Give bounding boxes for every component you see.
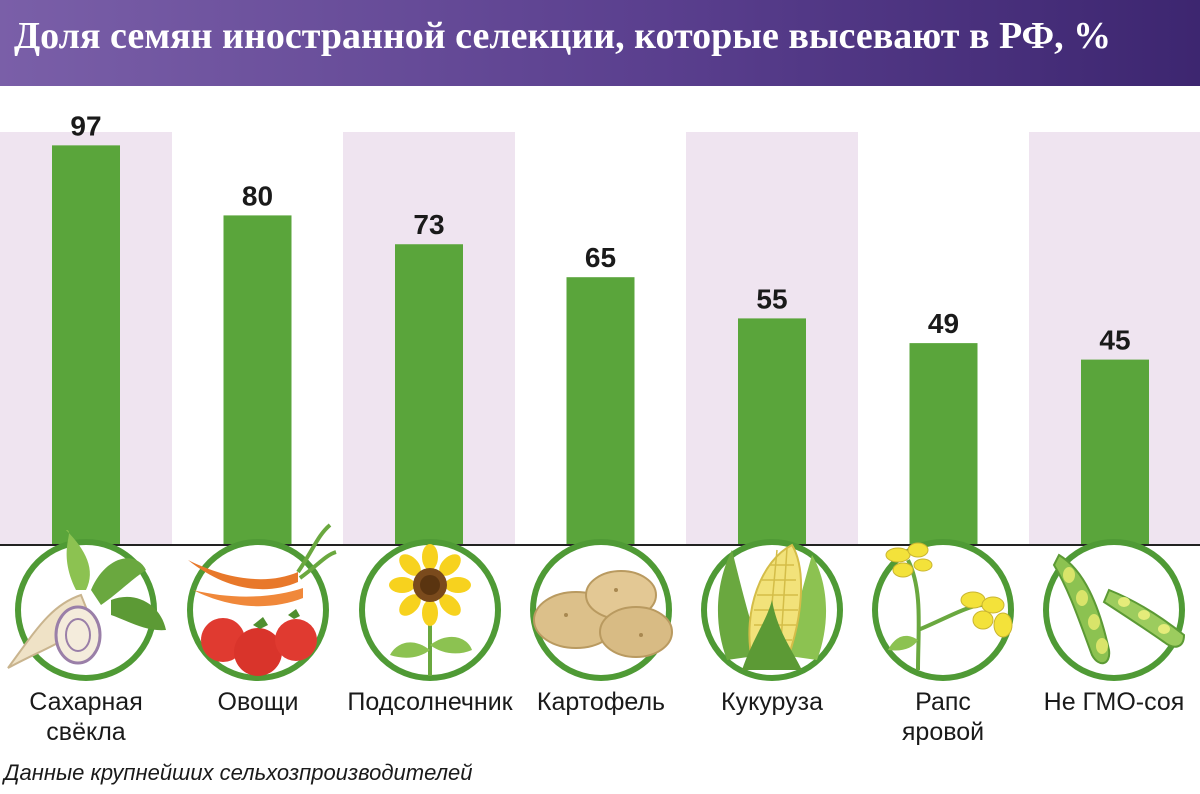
category-label-rapeseed: Рапс яровой (901, 688, 985, 746)
bar (52, 145, 120, 546)
bar-value-label: 49 (928, 308, 959, 339)
category-label-potato: Картофель (536, 688, 666, 716)
title-bar: Доля семян иностранной селекции, которые… (0, 0, 1200, 86)
bar (909, 343, 978, 545)
bar (1081, 359, 1149, 545)
value-labels: 97 80 73 65 55 49 45 (70, 110, 1130, 355)
category-label-vegetables: Овощи (217, 688, 299, 716)
potato-icon (530, 539, 673, 681)
bar-value-label: 73 (413, 209, 444, 240)
category-label-sunflower: Подсолнечник (347, 688, 513, 716)
bar-value-label: 80 (242, 180, 273, 211)
soybean-icon (1043, 539, 1186, 681)
corn-icon (701, 539, 843, 681)
category-label-soybean: Не ГМО-соя (1043, 688, 1185, 716)
bar-value-label: 65 (585, 242, 616, 273)
bar-value-label: 45 (1099, 325, 1130, 356)
bar (395, 244, 463, 546)
category-label-corn: Кукуруза (721, 688, 823, 716)
rapeseed-icon (872, 539, 1014, 681)
source-note: Данные крупнейших сельхозпроизводителей (4, 760, 473, 785)
bars (52, 145, 1149, 546)
bar (738, 318, 806, 545)
bar-value-label: 55 (756, 283, 787, 314)
bar (566, 277, 635, 545)
bar (223, 215, 292, 545)
sunflower-icon (359, 539, 501, 681)
bar-chart: 97 80 73 65 55 49 45 (0, 110, 1200, 681)
vegetables-icon (187, 523, 337, 681)
bar-value-label: 97 (70, 110, 101, 141)
category-label-sugar-beet: Сахарная свёкла (29, 688, 143, 746)
sugar-beet-icon (7, 530, 166, 681)
chart-title: Доля семян иностранной селекции, которые… (14, 15, 1112, 57)
